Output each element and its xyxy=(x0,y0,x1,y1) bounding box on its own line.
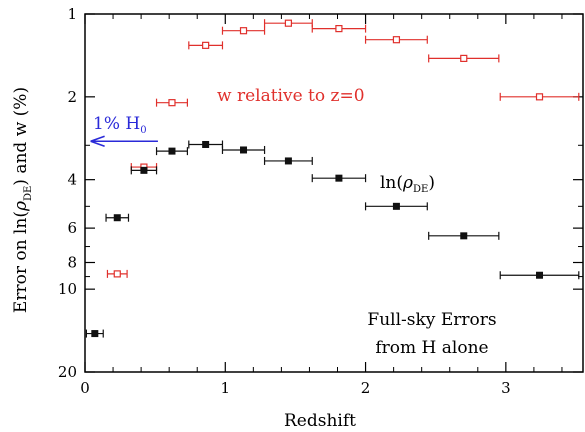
data-point-ln_rho xyxy=(113,214,121,222)
h0-arrow xyxy=(90,135,158,147)
data-point-w xyxy=(168,99,176,107)
h0-arrow-head-upper xyxy=(90,135,105,142)
data-point-ln_rho xyxy=(392,202,400,210)
data-point-ln_rho xyxy=(335,174,343,182)
y-tick-label: 8 xyxy=(67,254,77,272)
y-tick-label: 1 xyxy=(67,5,77,23)
y-axis-title-sub: DE xyxy=(23,186,34,201)
data-point-ln_rho xyxy=(168,147,176,155)
data-point-w xyxy=(113,270,121,278)
plot-frame xyxy=(84,13,584,373)
x-tick-label: 1 xyxy=(221,379,231,397)
ln-label-pre: ln( xyxy=(380,173,403,193)
data-point-w xyxy=(535,93,544,101)
h0-label-sub: 0 xyxy=(140,125,146,136)
x-axis-title: Redshift xyxy=(284,411,356,431)
h0-arrow-head-lower xyxy=(90,140,105,147)
data-point-w xyxy=(284,19,293,27)
data-point-ln_rho xyxy=(284,157,292,165)
y-tick-label: 4 xyxy=(67,171,77,189)
ln-label-post: ) xyxy=(428,173,435,193)
y-axis-title-rho: ρ xyxy=(11,201,31,212)
ln-label-rho: ρ xyxy=(402,173,413,193)
series-w xyxy=(106,19,580,278)
y-axis-title-pre: Error on ln( xyxy=(11,211,31,313)
caption-line2: from H alone xyxy=(375,338,488,358)
h0-label-pre: 1% H xyxy=(93,114,140,134)
caption-line1: Full-sky Errors xyxy=(367,310,496,330)
data-point-ln_rho xyxy=(202,140,210,148)
h0-label: 1% H0 xyxy=(93,114,147,136)
x-tick-label: 0 xyxy=(80,379,90,397)
data-point-w xyxy=(460,54,468,63)
y-axis-title-post: ) and w (%) xyxy=(11,87,31,186)
y-tick-label: 6 xyxy=(67,219,77,237)
axes: 0 1 2 3 1 2 4 6 8 10 20 xyxy=(58,5,584,397)
y-tick-label: 2 xyxy=(67,88,77,106)
data-point-w xyxy=(202,41,210,49)
data-point-ln_rho xyxy=(536,271,544,279)
ln-label-sub: DE xyxy=(413,184,428,195)
data-point-w xyxy=(335,25,343,33)
data-point-ln_rho xyxy=(140,166,148,174)
y-tick-label: 10 xyxy=(58,280,77,298)
series-ln_rho xyxy=(85,140,580,338)
series-layer xyxy=(85,19,580,338)
x-tick-label: 2 xyxy=(361,379,371,397)
data-point-ln_rho xyxy=(460,232,468,240)
y-axis-title: Error on ln(ρDE) and w (%) xyxy=(11,87,34,313)
y-tick-label: 20 xyxy=(58,363,77,381)
data-point-ln_rho xyxy=(240,146,248,154)
data-point-w xyxy=(239,27,248,35)
ln-series-label: ln(ρDE) xyxy=(380,173,435,195)
data-point-w xyxy=(392,36,401,44)
x-tick-label: 3 xyxy=(501,379,511,397)
data-point-ln_rho xyxy=(91,330,99,338)
w-series-label: w relative to z=0 xyxy=(217,86,365,106)
